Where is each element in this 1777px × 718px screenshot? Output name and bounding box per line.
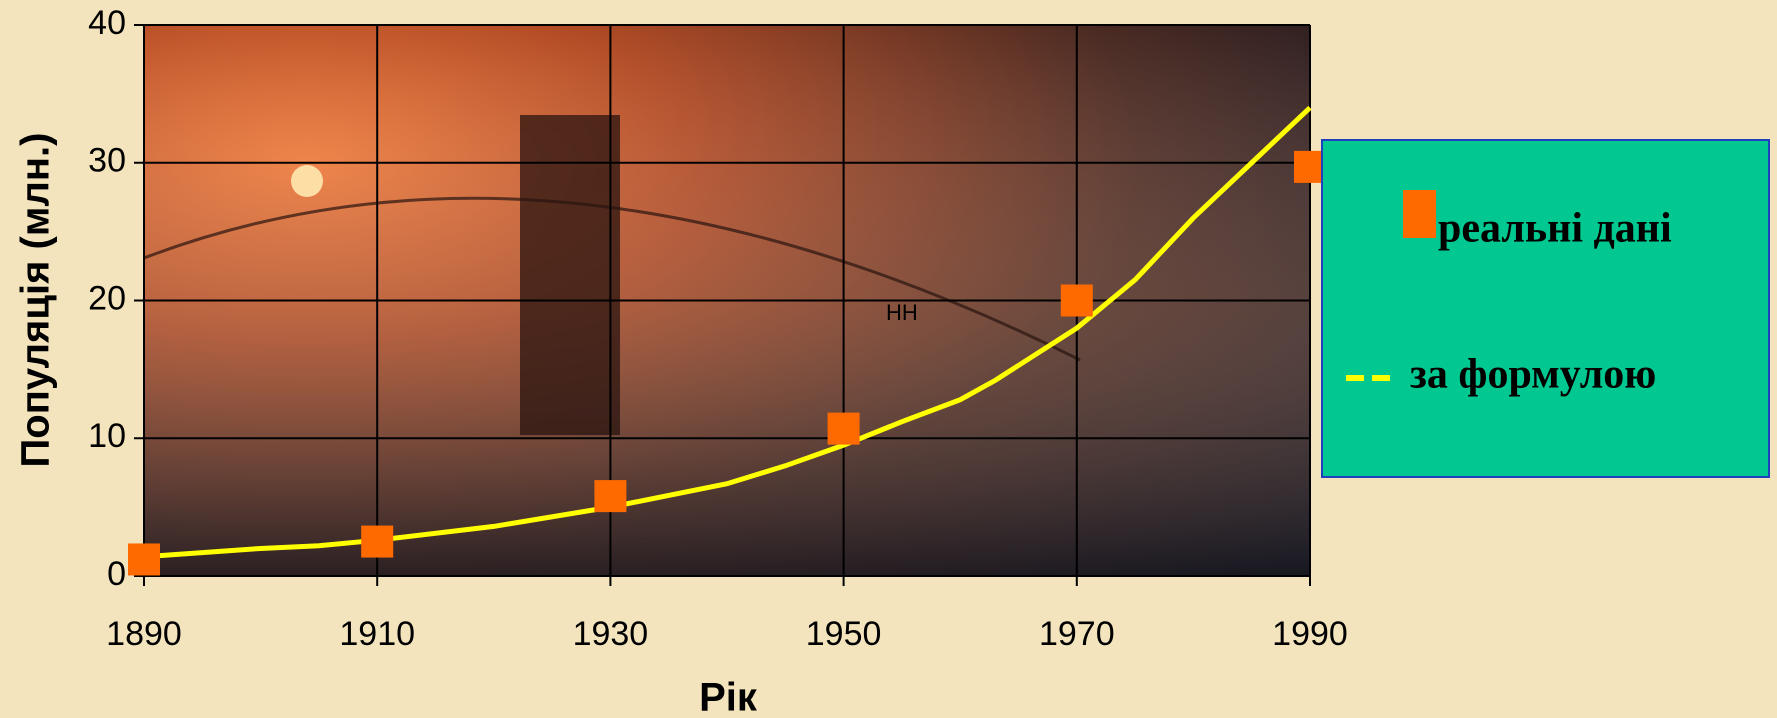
legend-label: реальні дані [1438,206,1672,252]
x-axis-label: Рік [699,676,758,718]
y-tick-label: 20 [88,279,126,317]
page: 0 10 20 30 40 1890 1910 1930 1950 1970 1990 НН реа… [0,0,1777,718]
data-point [1061,285,1093,317]
x-tick-label: 1970 [1039,615,1115,653]
data-point [361,526,393,558]
data-point [828,413,860,445]
annotation: НН [886,300,918,325]
y-axis-label: Популяція (млн.) [14,133,58,468]
x-tick-label: 1990 [1272,615,1348,653]
y-tick-label: 10 [88,417,126,455]
x-tick-label: 1950 [806,615,882,653]
y-tick-label: 40 [88,4,126,42]
legend-label: за формулою [1410,352,1656,398]
legend-marker [1403,190,1436,238]
legend-box [1322,140,1769,477]
x-tick-label: 1930 [573,615,649,653]
x-tick-label: 1890 [106,615,182,653]
chart: 0 10 20 30 40 1890 1910 1930 1950 1970 1990 НН реа… [0,0,1777,718]
data-point [594,480,626,512]
y-tick-label: 30 [88,142,126,180]
data-point [128,543,160,575]
y-tick-label: 0 [107,555,126,593]
x-tick-label: 1910 [339,615,415,653]
